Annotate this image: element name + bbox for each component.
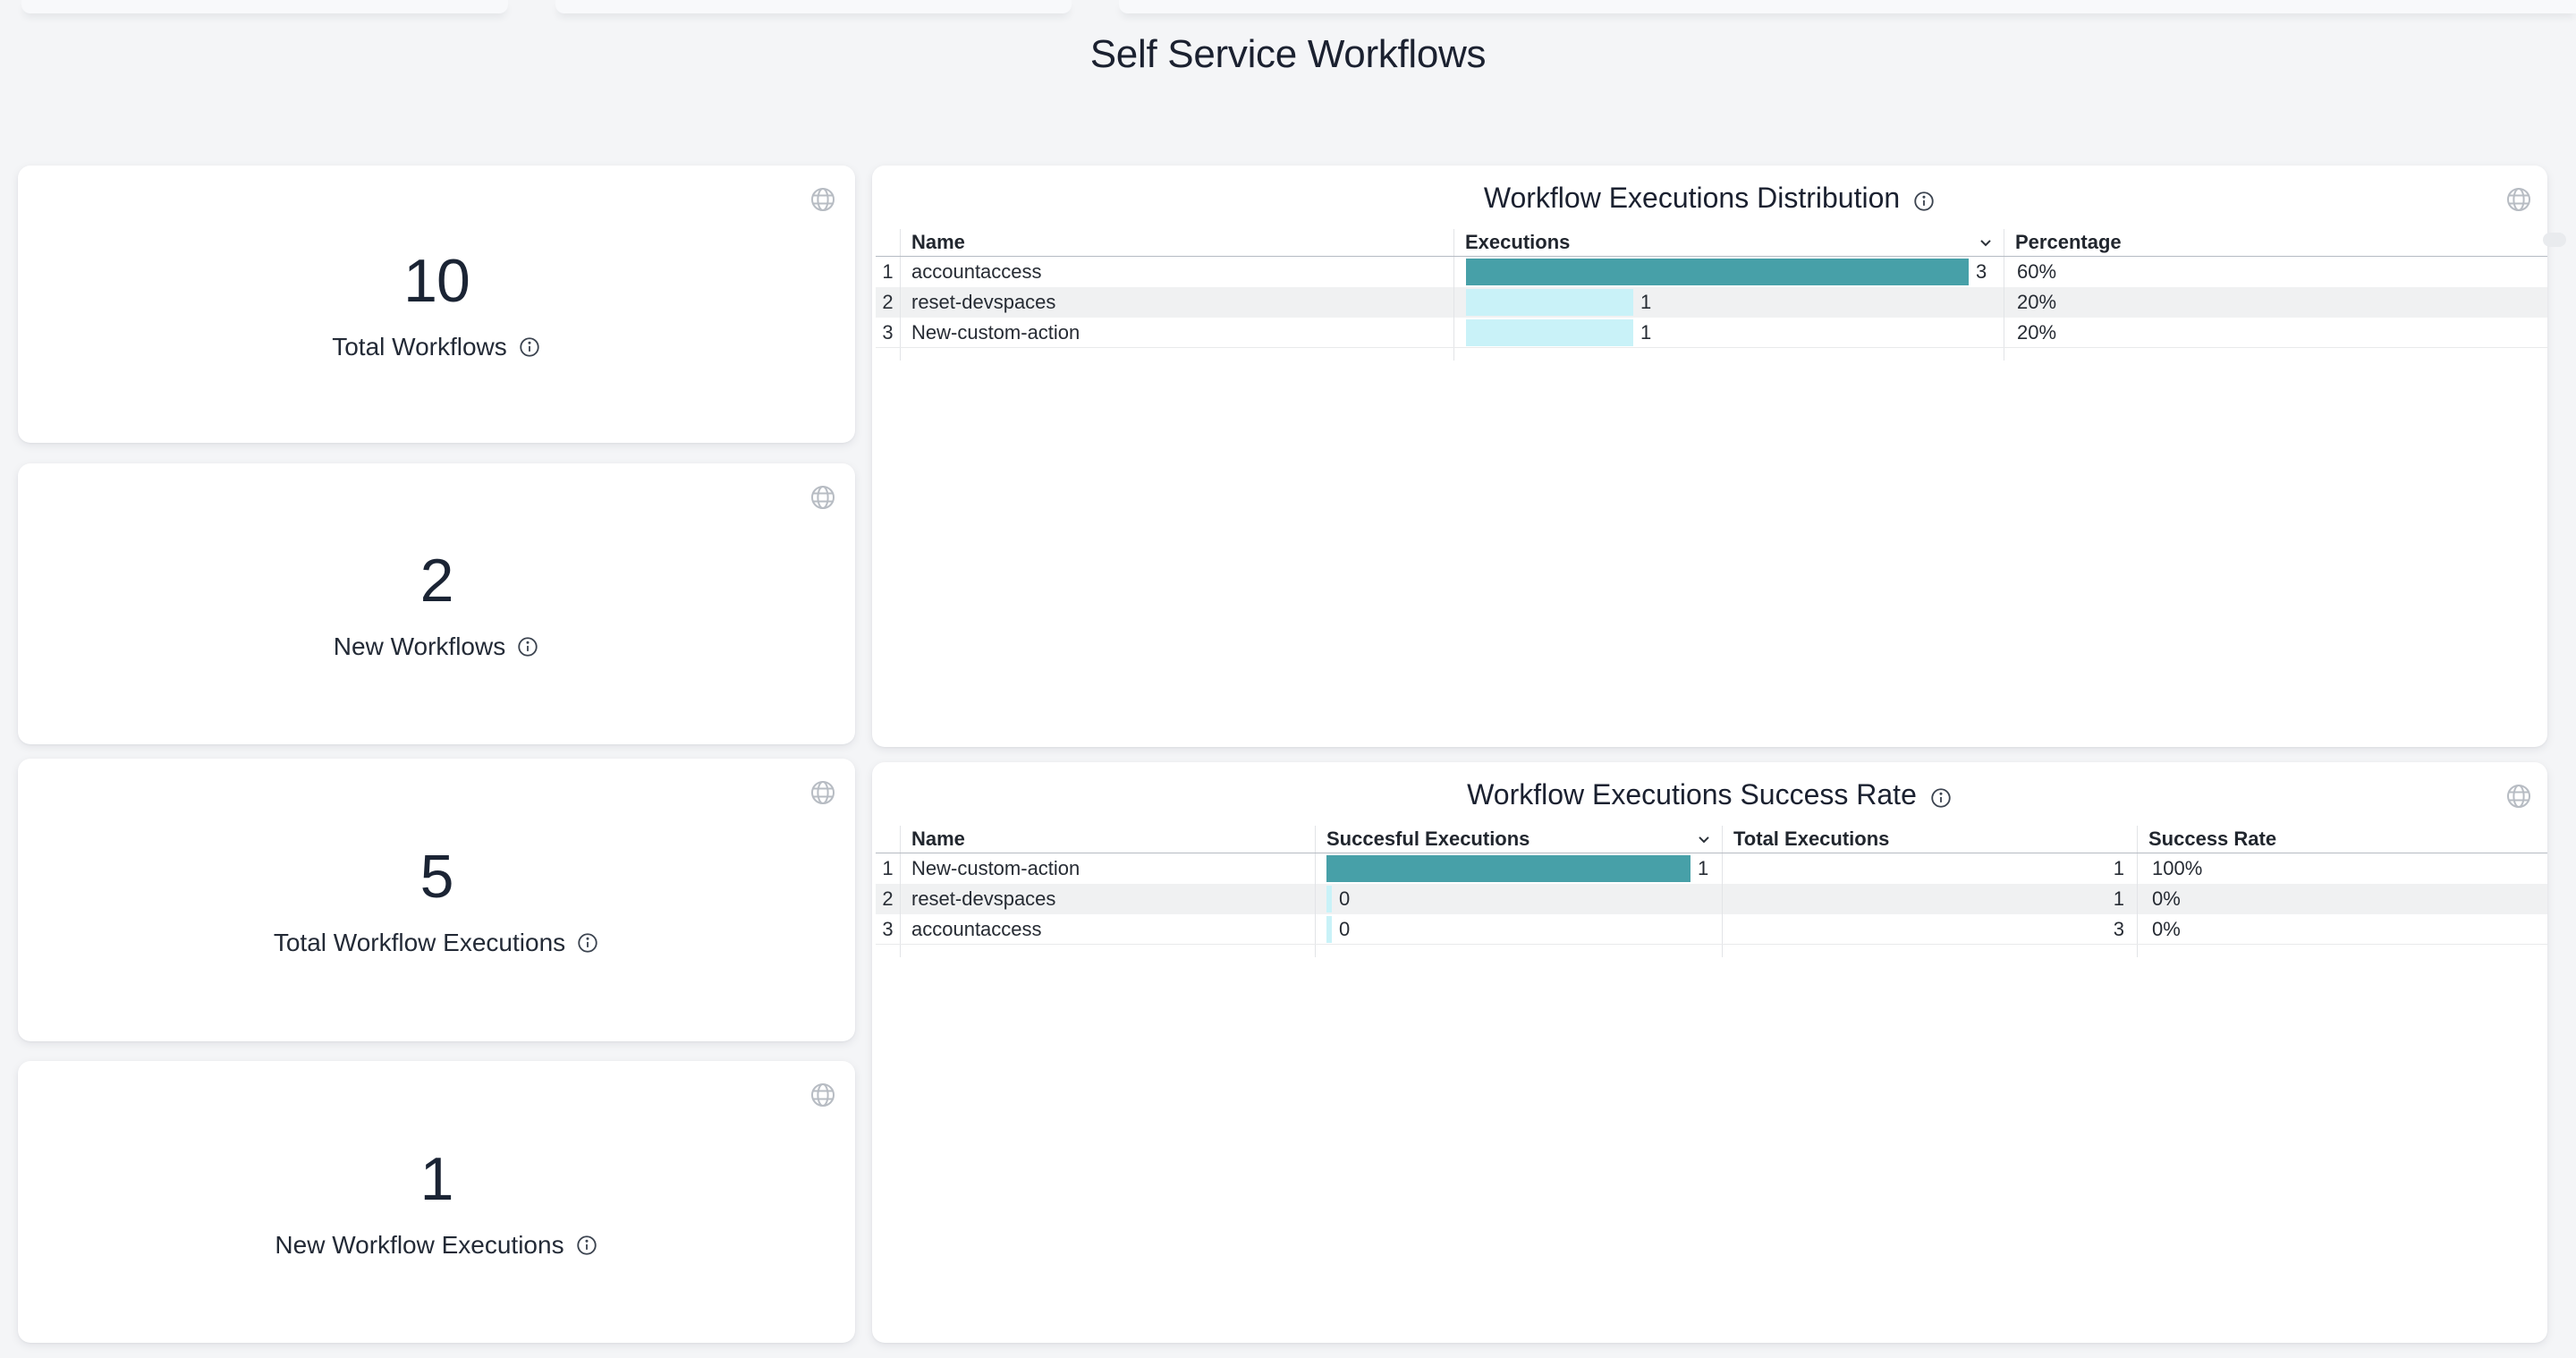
- executions-bar-cell: 3: [1453, 257, 2004, 287]
- info-icon[interactable]: [575, 1234, 598, 1257]
- successful-executions-value: 0: [1339, 887, 1351, 910]
- column-header-name[interactable]: Name: [900, 229, 1453, 256]
- total-executions-value: 3: [1722, 914, 2137, 944]
- globe-icon[interactable]: [809, 778, 837, 807]
- workflow-name: accountaccess: [900, 257, 1453, 287]
- card-title: Workflow Executions Success Rate: [1467, 778, 1917, 811]
- globe-icon[interactable]: [809, 1081, 837, 1109]
- cutoff-card-top: [1119, 0, 2576, 13]
- stat-card-new-workflows: 2 New Workflows: [18, 463, 855, 744]
- stat-card-total-workflow-executions: 5 Total Workflow Executions: [18, 759, 855, 1041]
- table-tail: [876, 348, 2547, 361]
- table-header-row: Name Executions Percentage: [876, 229, 2547, 257]
- stat-label: Total Workflow Executions: [273, 929, 566, 956]
- column-header-total-executions[interactable]: Total Executions: [1722, 826, 2137, 853]
- workflow-name: New-custom-action: [900, 853, 1315, 884]
- stat-value: 2: [419, 547, 454, 615]
- row-index: 2: [882, 887, 894, 910]
- row-index: 3: [882, 320, 894, 344]
- executions-value: 1: [1640, 320, 1652, 344]
- row-index: 2: [882, 291, 894, 313]
- table-row: 1 accountaccess 3 60%: [876, 257, 2547, 287]
- column-header-name[interactable]: Name: [900, 826, 1315, 853]
- table-row: 2 reset-devspaces 1 20%: [876, 287, 2547, 318]
- stat-value: 1: [419, 1144, 454, 1213]
- row-index: 1: [882, 857, 894, 879]
- row-index: 3: [882, 917, 894, 940]
- workflow-name: accountaccess: [900, 914, 1315, 944]
- successful-executions-bar: [1326, 915, 1332, 943]
- stat-value: 10: [403, 247, 470, 315]
- executions-value: 3: [1976, 260, 1987, 283]
- successful-executions-bar-cell: 0: [1315, 884, 1722, 914]
- distribution-table: Name Executions Percentage 1 accountacce…: [876, 229, 2547, 361]
- row-index: 1: [882, 260, 894, 283]
- table-row: 3 accountaccess 0 3 0%: [876, 914, 2547, 945]
- table-row: 1 New-custom-action 1 1 100%: [876, 853, 2547, 884]
- stat-label: New Workflows: [333, 632, 506, 660]
- page-title: Self Service Workflows: [1089, 32, 1487, 76]
- successful-executions-value: 1: [1698, 857, 1709, 879]
- executions-bar: [1466, 289, 1633, 316]
- stat-value: 5: [419, 843, 454, 911]
- column-header-success-rate[interactable]: Success Rate: [2137, 826, 2547, 853]
- workflow-name: New-custom-action: [900, 318, 1453, 347]
- globe-icon[interactable]: [809, 185, 837, 214]
- table-header-row: Name Succesful Executions Total Executio…: [876, 826, 2547, 853]
- stat-label: Total Workflows: [332, 333, 507, 361]
- success-rate-value: 100%: [2137, 853, 2547, 884]
- globe-icon[interactable]: [2504, 782, 2533, 811]
- globe-icon[interactable]: [809, 483, 837, 512]
- column-header-percentage[interactable]: Percentage: [2004, 229, 2547, 256]
- percentage-value: 60%: [2004, 257, 2547, 287]
- percentage-value: 20%: [2004, 318, 2547, 347]
- cutoff-card-top: [21, 0, 508, 13]
- globe-icon[interactable]: [2504, 185, 2533, 214]
- chevron-down-icon: [1977, 233, 1995, 251]
- successful-executions-value: 0: [1339, 917, 1351, 940]
- success-rate-table: Name Succesful Executions Total Executio…: [876, 826, 2547, 957]
- percentage-value: 20%: [2004, 287, 2547, 318]
- executions-bar: [1466, 318, 1633, 346]
- workflow-name: reset-devspaces: [900, 884, 1315, 914]
- chevron-down-icon: [1695, 830, 1713, 848]
- info-icon[interactable]: [518, 335, 541, 359]
- success-rate-value: 0%: [2137, 884, 2547, 914]
- total-executions-value: 1: [1722, 853, 2137, 884]
- stat-card-new-workflow-executions: 1 New Workflow Executions: [18, 1061, 855, 1343]
- info-icon[interactable]: [1912, 187, 1936, 211]
- successful-executions-bar-cell: 0: [1315, 914, 1722, 944]
- executions-value: 1: [1640, 291, 1652, 313]
- scrollbar-thumb[interactable]: [2543, 233, 2566, 247]
- successful-executions-bar: [1326, 886, 1332, 912]
- table-tail: [876, 945, 2547, 957]
- cutoff-card-top: [555, 0, 1072, 13]
- column-header-executions[interactable]: Executions: [1453, 229, 2004, 256]
- stat-card-total-workflows: 10 Total Workflows: [18, 166, 855, 443]
- success-rate-value: 0%: [2137, 914, 2547, 944]
- card-title: Workflow Executions Distribution: [1483, 182, 1901, 214]
- info-icon[interactable]: [1929, 784, 1953, 808]
- workflow-name: reset-devspaces: [900, 287, 1453, 318]
- executions-bar-cell: 1: [1453, 287, 2004, 318]
- workflow-executions-success-rate-card: Workflow Executions Success Rate Name Su…: [872, 762, 2547, 1343]
- column-header-successful-executions[interactable]: Succesful Executions: [1315, 826, 1722, 853]
- executions-bar: [1466, 259, 1969, 285]
- stat-label: New Workflow Executions: [275, 1230, 564, 1259]
- executions-bar-cell: 1: [1453, 318, 2004, 347]
- info-icon[interactable]: [516, 635, 539, 658]
- total-executions-value: 1: [1722, 884, 2137, 914]
- info-icon[interactable]: [576, 931, 599, 955]
- successful-executions-bar: [1326, 855, 1690, 882]
- table-row: 3 New-custom-action 1 20%: [876, 318, 2547, 348]
- successful-executions-bar-cell: 1: [1315, 853, 1722, 884]
- workflow-executions-distribution-card: Workflow Executions Distribution Name Ex…: [872, 166, 2566, 747]
- table-row: 2 reset-devspaces 0 1 0%: [876, 884, 2547, 914]
